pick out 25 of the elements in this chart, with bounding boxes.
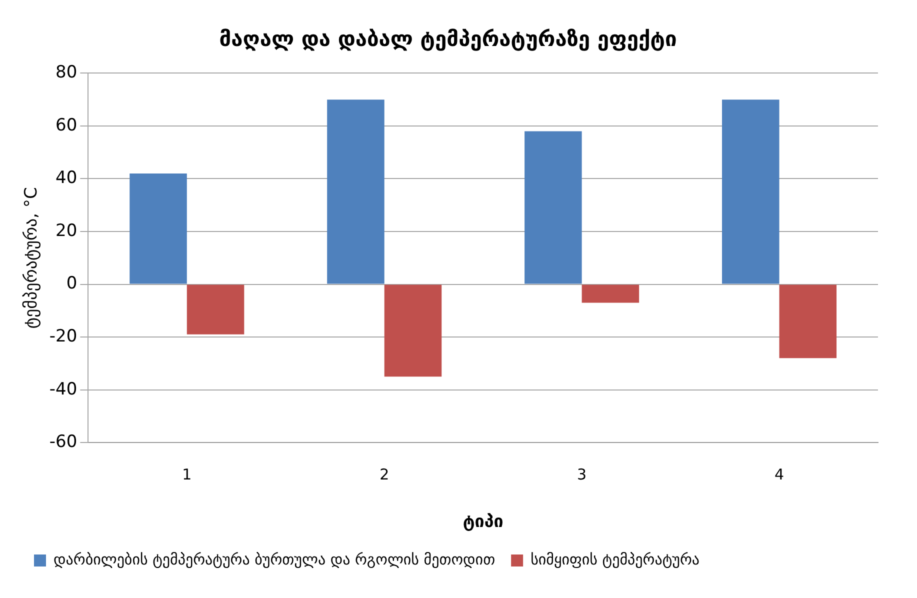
x-axis-title: ტიპი xyxy=(462,512,504,532)
y-tick-label: 60 xyxy=(56,115,78,136)
x-tick-label: 4 xyxy=(774,465,784,484)
y-tick-label: -40 xyxy=(49,379,78,400)
y-axis-title: ტემპერატურა, °C xyxy=(22,187,42,329)
bar xyxy=(779,284,837,358)
bar xyxy=(582,284,640,303)
bar xyxy=(722,100,780,284)
y-tick-label: 0 xyxy=(66,274,78,294)
bar xyxy=(327,100,384,284)
legend-label: სიმყიფის ტემპერატურა xyxy=(530,550,700,568)
y-tick-label: -20 xyxy=(49,326,78,346)
bar xyxy=(384,284,442,377)
bar xyxy=(524,131,582,284)
y-tick-label: 20 xyxy=(56,220,78,241)
x-tick-label: 1 xyxy=(182,465,192,484)
chart-title: მაღალ და დაბალ ტემპერატურაზე ეფექტი xyxy=(219,27,677,52)
x-tick-label: 3 xyxy=(577,465,587,484)
bar xyxy=(186,284,244,334)
legend-label: დარბილების ტემპერატურა ბურთულა და რგოლის მეთოდით xyxy=(54,550,496,568)
y-tick-label: -60 xyxy=(49,432,78,452)
y-tick-label: 80 xyxy=(56,62,78,83)
x-tick-label: 2 xyxy=(380,465,390,484)
bar xyxy=(130,173,187,284)
y-tick-label: 40 xyxy=(56,168,78,188)
